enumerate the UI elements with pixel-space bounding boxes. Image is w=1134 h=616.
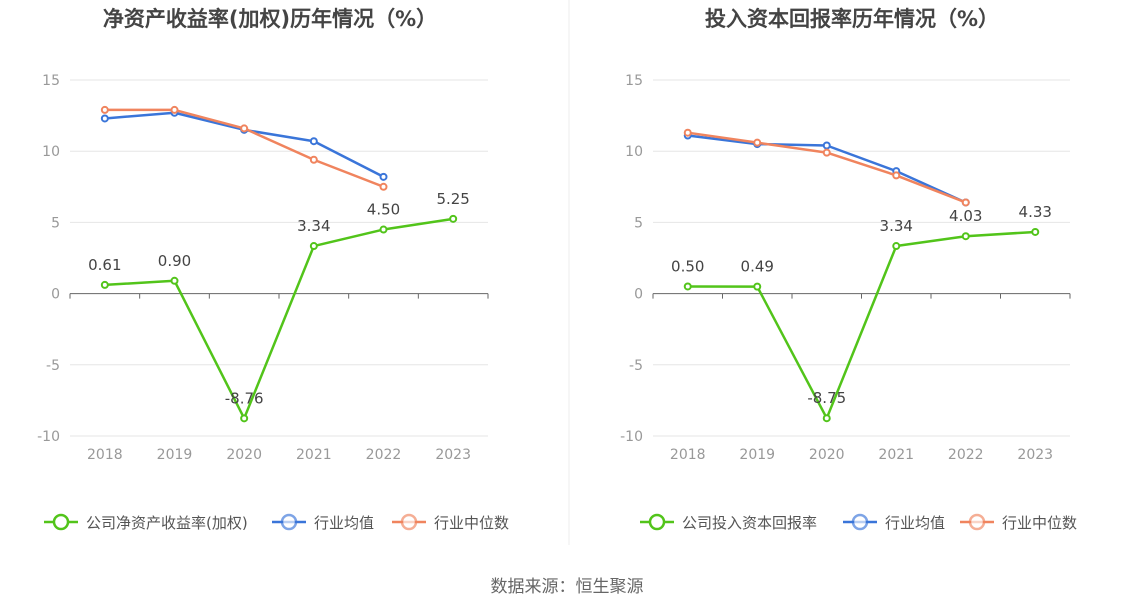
data-point-company[interactable] — [961, 232, 970, 241]
data-label: 4.03 — [949, 207, 982, 225]
legend-item-company[interactable]: 公司投入资本回报率 — [640, 513, 817, 532]
data-label: 5.25 — [436, 190, 469, 208]
series-line-company — [687, 230, 1036, 420]
chart-title: 净资产收益率(加权)历年情况（%） — [103, 7, 437, 31]
x-tick-label: 2018 — [87, 447, 123, 463]
data-label: 0.61 — [88, 256, 121, 274]
x-tick-label: 2022 — [366, 447, 402, 463]
roe-chart-panel: 净资产收益率(加权)历年情况（%） 15 10 5 0 -5 -10 2018 2019 2020… — [37, 7, 509, 532]
series-line-industry_avg — [104, 111, 385, 178]
data-label: 4.50 — [367, 201, 400, 219]
data-point-company[interactable] — [683, 282, 692, 291]
data-point-industry_avg[interactable] — [309, 137, 318, 146]
y-tick-label: 15 — [625, 73, 643, 89]
legend-marker — [851, 513, 869, 531]
chart-title: 投入资本回报率历年情况（%） — [705, 7, 999, 31]
x-tick-label: 2019 — [739, 447, 775, 463]
data-point-industry_avg[interactable] — [379, 172, 388, 181]
data-label: 0.90 — [158, 252, 191, 270]
data-point-company[interactable] — [753, 282, 762, 291]
y-tick-label: -10 — [37, 429, 60, 445]
data-point-company[interactable] — [1031, 227, 1040, 236]
legend-label: 行业中位数 — [434, 514, 509, 532]
data-point-company[interactable] — [379, 225, 388, 234]
data-label: 0.50 — [671, 257, 704, 275]
y-tick-label: 0 — [51, 287, 60, 303]
series-line-industry_median — [104, 108, 384, 188]
y-tick-label: 0 — [634, 287, 643, 303]
legend-item-industry_median[interactable]: 行业中位数 — [392, 513, 509, 532]
x-tick-label: 2021 — [878, 447, 914, 463]
series-line-company — [104, 217, 454, 420]
data-label: 3.34 — [880, 217, 913, 235]
x-tick-label: 2020 — [809, 447, 845, 463]
y-tick-label: -5 — [46, 358, 60, 374]
data-point-company[interactable] — [892, 242, 901, 251]
data-point-industry_avg[interactable] — [822, 141, 831, 150]
roic-chart-panel: 投入资本回报率历年情况（%） 15 10 5 0 -5 -10 2018 2019 2020 202… — [620, 7, 1077, 532]
x-tick-label: 2020 — [226, 447, 262, 463]
x-tick-label: 2018 — [670, 447, 706, 463]
legend-label: 行业均值 — [314, 514, 374, 532]
legend-marker — [52, 513, 70, 531]
legend-marker — [400, 513, 418, 531]
legend-label: 公司投入资本回报率 — [682, 514, 817, 532]
y-tick-label: 15 — [42, 73, 60, 89]
data-point-industry_median[interactable] — [100, 105, 109, 114]
y-tick-label: 5 — [634, 215, 643, 231]
x-tick-label: 2022 — [948, 447, 984, 463]
legend-label: 公司净资产收益率(加权) — [86, 514, 248, 532]
y-tick-label: 5 — [51, 215, 60, 231]
legend-item-industry_avg[interactable]: 行业均值 — [843, 513, 945, 532]
x-tick-label: 2023 — [435, 447, 471, 463]
data-point-company[interactable] — [240, 414, 249, 423]
data-label: -8.76 — [225, 389, 264, 407]
data-point-industry_median[interactable] — [961, 198, 970, 207]
legend-item-industry_avg[interactable]: 行业均值 — [272, 513, 374, 532]
legend-label: 行业均值 — [885, 514, 945, 532]
data-label: -8.75 — [807, 389, 846, 407]
y-tick-label: 10 — [42, 144, 60, 160]
y-tick-label: -5 — [629, 358, 643, 374]
data-point-company[interactable] — [100, 280, 109, 289]
legend-label: 行业中位数 — [1002, 514, 1077, 532]
data-point-company[interactable] — [449, 214, 458, 223]
data-point-industry_median[interactable] — [892, 171, 901, 180]
data-point-company[interactable] — [822, 414, 831, 423]
data-point-industry_median[interactable] — [822, 148, 831, 157]
legend-item-company[interactable]: 公司净资产收益率(加权) — [44, 513, 248, 532]
data-point-industry_avg[interactable] — [100, 114, 109, 123]
data-point-industry_median[interactable] — [240, 124, 249, 133]
data-point-industry_median[interactable] — [170, 105, 179, 114]
y-tick-label: -10 — [620, 429, 643, 445]
data-label: 4.33 — [1019, 203, 1052, 221]
data-point-industry_median[interactable] — [309, 155, 318, 164]
data-point-industry_median[interactable] — [753, 138, 762, 147]
source-note: 数据来源：恒生聚源 — [491, 577, 644, 597]
legend-marker — [648, 513, 666, 531]
data-point-company[interactable] — [309, 242, 318, 251]
data-point-industry_median[interactable] — [379, 182, 388, 191]
legend-marker — [968, 513, 986, 531]
x-tick-label: 2023 — [1017, 447, 1053, 463]
data-label: 3.34 — [297, 217, 330, 235]
x-tick-label: 2021 — [296, 447, 332, 463]
data-point-industry_median[interactable] — [683, 128, 692, 137]
legend-item-industry_median[interactable]: 行业中位数 — [960, 513, 1077, 532]
legend-marker — [280, 513, 298, 531]
data-label: 0.49 — [741, 258, 774, 276]
data-point-company[interactable] — [170, 276, 179, 285]
y-tick-label: 10 — [625, 144, 643, 160]
x-tick-label: 2019 — [157, 447, 193, 463]
